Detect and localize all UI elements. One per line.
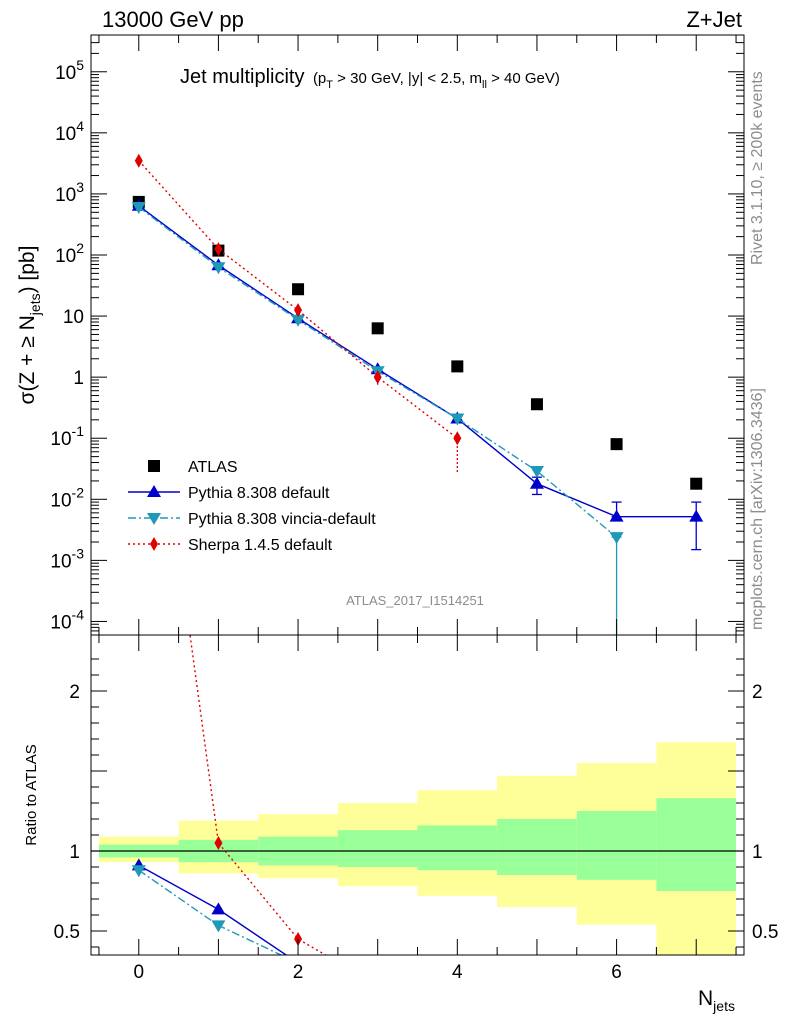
ratio-point (131, 865, 146, 878)
x-tick-label: 0 (133, 962, 144, 983)
legend: ATLAS Pythia 8.308 default Pythia 8.308 vi… (128, 459, 376, 554)
ratio-band-inner (497, 819, 577, 875)
data-point (610, 438, 623, 451)
series-pythia-8-308-vincia-default (131, 202, 624, 635)
series-sherpa-1-4-5-default (134, 153, 462, 472)
ratio-y-tick-label: 2 (69, 682, 80, 703)
ratio-series (131, 635, 327, 955)
ratio-band-inner (576, 811, 657, 880)
main-y-axis-label: σ(Z + ≥ Njets) [pb] (16, 246, 43, 405)
x-tick-label: 6 (611, 962, 622, 983)
data-point (294, 303, 303, 318)
main-y-tick-label: 10-2 (50, 484, 84, 511)
ratio-band-inner (417, 825, 498, 871)
data-point (292, 283, 305, 296)
x-tick-label: 4 (452, 962, 463, 983)
ratio-point (211, 920, 226, 933)
axes: 10-4 10-3 10-2 10-1 1 10 102 103 104 105 0 2 4 6 0.5 0.… (50, 34, 778, 983)
data-point (291, 314, 306, 327)
main-y-tick-label: 102 (55, 240, 84, 267)
legend-label: ATLAS (188, 459, 238, 476)
data-point (371, 322, 384, 335)
legend-marker (150, 537, 158, 551)
main-series (131, 153, 704, 635)
data-point (453, 431, 462, 446)
ratio-series-pythia-8-308-vincia-default (131, 865, 283, 955)
ratio-y-tick-label: 1 (69, 842, 80, 863)
ratio-uncertainty-bands (91, 742, 744, 955)
ratio-band-inner (656, 798, 737, 891)
svg-text:σ(Z + ≥ Njets) [pb]: σ(Z + ≥ Njets) [pb] (16, 246, 43, 405)
ratio-line (189, 635, 327, 955)
legend-marker (147, 485, 161, 497)
legend-label: Pythia 8.308 vincia-default (188, 511, 376, 528)
ratio-band-inner (337, 830, 418, 867)
data-point (609, 532, 624, 545)
ratio-y-tick-label: 2 (752, 682, 763, 703)
ratio-point (211, 902, 226, 915)
legend-marker (148, 460, 160, 472)
legend-label: Sherpa 1.4.5 default (188, 537, 333, 554)
data-point (211, 262, 226, 275)
data-point (451, 360, 464, 373)
main-y-tick-label: 10 (63, 307, 84, 328)
legend-label: Pythia 8.308 default (188, 485, 330, 502)
main-y-tick-label: 10-3 (50, 545, 84, 572)
data-point (373, 370, 382, 385)
ratio-point (214, 836, 223, 850)
main-y-tick-label: 1 (73, 368, 84, 389)
ratio-y-tick-label: 0.5 (752, 922, 778, 943)
analysis-id-label: ATLAS_2017_I1514251 (346, 593, 484, 608)
data-point (609, 509, 624, 522)
ratio-y-tick-label: 0.5 (54, 922, 80, 943)
data-point (529, 466, 544, 479)
data-point (450, 413, 465, 426)
ratio-y-axis-label: Ratio to ATLAS (23, 744, 40, 845)
plot-title: Jet multiplicity (pT > 30 GeV, |y| < 2.5… (180, 66, 560, 91)
series-line (138, 160, 458, 439)
x-axis-label: Njets (698, 987, 735, 1014)
mcplots-label: mcplots.cern.ch [arXiv:1306.3436] (749, 388, 766, 630)
data-point (214, 242, 223, 257)
main-y-tick-label: 10-1 (50, 423, 84, 450)
main-y-tick-label: 103 (55, 179, 84, 206)
x-tick-label: 2 (293, 962, 304, 983)
ratio-y-tick-label: 1 (752, 842, 763, 863)
legend-marker (147, 513, 161, 525)
data-point (530, 398, 543, 411)
header-right-label: Z+Jet (686, 7, 742, 32)
data-point (689, 509, 704, 522)
main-y-tick-label: 10-4 (50, 606, 84, 633)
header-left-label: 13000 GeV pp (102, 7, 244, 32)
data-point (529, 476, 544, 489)
rivet-label: Rivet 3.1.10, ≥ 200k events (749, 71, 766, 265)
series-line (138, 205, 697, 518)
data-point (690, 477, 703, 490)
data-point (131, 202, 146, 215)
data-point (134, 153, 143, 168)
series-atlas (132, 195, 703, 490)
main-y-tick-label: 104 (55, 118, 84, 145)
plot-title-main: Jet multiplicity (180, 66, 304, 88)
main-y-tick-label: 105 (55, 57, 84, 84)
